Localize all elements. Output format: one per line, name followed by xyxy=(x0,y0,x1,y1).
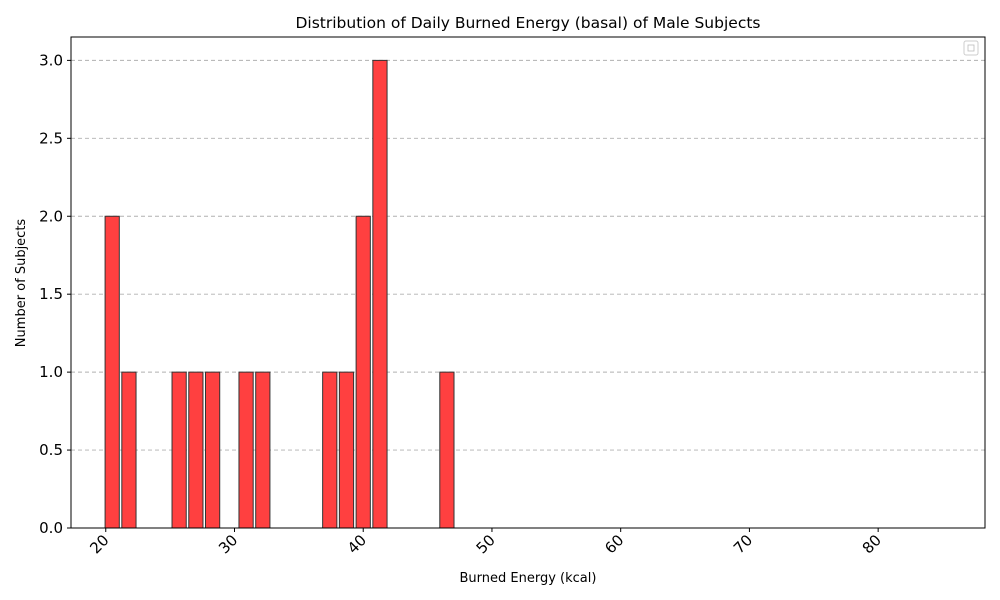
bar-13 xyxy=(322,371,338,529)
bar-8 xyxy=(238,371,254,529)
x-tick-label-5: 70 xyxy=(730,531,756,557)
bar-15 xyxy=(355,215,371,529)
x-tick-label-0: 20 xyxy=(86,531,112,557)
x-tick-label-2: 40 xyxy=(344,531,370,557)
y-tick-label-0: 0.0 xyxy=(39,519,63,537)
y-axis-ticks: 0.0 0.5 1.0 1.5 2.0 2.5 3.0 xyxy=(39,51,71,537)
y-tick-label-4: 2.0 xyxy=(39,207,63,225)
bar-4 xyxy=(171,371,187,529)
y-tick-label-3: 1.5 xyxy=(39,285,63,303)
y-tick-label-1: 0.5 xyxy=(39,441,63,459)
x-axis-ticks: 20 30 40 50 60 70 80 xyxy=(86,528,885,557)
y-tick-label-6: 3.0 xyxy=(39,51,63,69)
bar-14 xyxy=(338,371,355,529)
x-tick-label-4: 60 xyxy=(601,531,627,557)
grid-lines xyxy=(71,59,985,451)
bar-16 xyxy=(372,59,388,529)
plot-frame xyxy=(70,36,986,529)
y-tick-label-5: 2.5 xyxy=(39,129,63,147)
legend xyxy=(963,40,979,56)
x-tick-label-3: 50 xyxy=(473,531,499,557)
bar-1 xyxy=(121,371,137,529)
x-tick-label-6: 80 xyxy=(859,531,885,557)
x-axis-label: Burned Energy (kcal) xyxy=(460,571,597,586)
bar-6 xyxy=(204,371,221,529)
bar-0 xyxy=(104,215,120,529)
bar-20 xyxy=(439,371,455,529)
bar-5 xyxy=(188,371,204,529)
legend-handle xyxy=(967,44,975,52)
x-tick-label-1: 30 xyxy=(215,531,241,557)
bar-9 xyxy=(255,371,271,529)
y-tick-label-2: 1.0 xyxy=(39,363,63,381)
chart-title: Distribution of Daily Burned Energy (bas… xyxy=(295,14,760,32)
y-axis-label: Number of Subjects xyxy=(14,219,29,348)
